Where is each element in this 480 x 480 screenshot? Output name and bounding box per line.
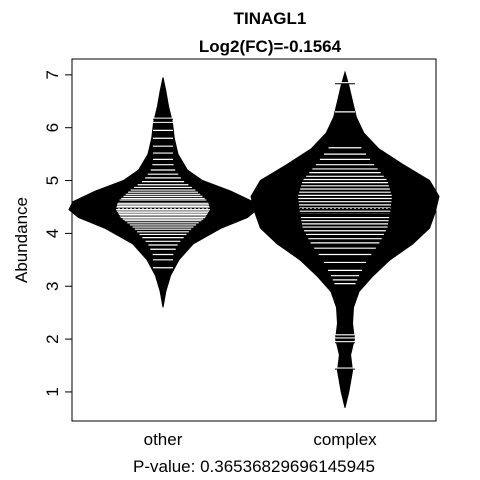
y-tick-label-3: 3 <box>43 282 62 291</box>
bean-complex <box>250 70 440 408</box>
chart-subtitle: Log2(FC)=-0.1564 <box>199 37 342 56</box>
y-tick-label-6: 6 <box>43 123 62 132</box>
y-tick-label-4: 4 <box>43 229 62 238</box>
y-tick-label-2: 2 <box>43 334 62 343</box>
x-axis: other complex <box>144 430 378 449</box>
y-tick-label-7: 7 <box>43 70 62 79</box>
means-layer <box>87 200 421 216</box>
y-axis-label: Abundance <box>12 197 31 283</box>
x-tick-label-complex: complex <box>313 430 377 449</box>
x-axis-label: P-value: 0.36536829696145945 <box>133 457 375 476</box>
x-tick-label-other: other <box>144 430 183 449</box>
y-tick-label-1: 1 <box>43 387 62 396</box>
y-axis: 1 2 3 4 5 6 7 <box>43 70 73 397</box>
y-tick-label-5: 5 <box>43 176 62 185</box>
beans-layer <box>68 70 440 408</box>
chart-title: TINAGL1 <box>234 9 307 28</box>
